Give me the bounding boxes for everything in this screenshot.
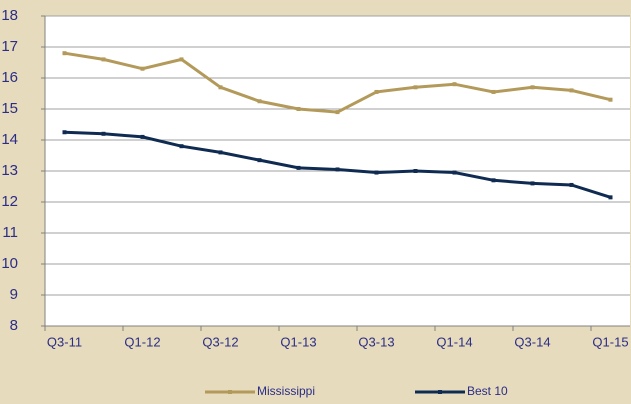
data-point <box>335 167 340 172</box>
data-point <box>530 181 535 186</box>
data-point <box>413 85 418 90</box>
y-tick-label: 16 <box>1 69 18 86</box>
y-tick-label: 14 <box>1 131 18 148</box>
y-tick-label: 15 <box>1 100 18 117</box>
data-point <box>530 85 535 90</box>
x-tick-label: Q3-11 <box>47 334 82 349</box>
data-point <box>491 89 496 94</box>
x-tick-label: Q1-12 <box>124 334 160 349</box>
legend-marker <box>438 390 442 394</box>
y-tick-label: 12 <box>1 193 18 210</box>
x-tick-label: Q3-13 <box>358 334 394 349</box>
data-point <box>101 57 106 62</box>
data-point <box>413 169 418 173</box>
data-point <box>140 134 145 139</box>
data-point <box>218 150 223 155</box>
data-point <box>491 178 496 183</box>
data-point <box>452 170 457 175</box>
y-tick-label: 17 <box>1 38 18 55</box>
legend-label: Best 10 <box>467 384 508 398</box>
data-point <box>140 66 145 71</box>
data-point <box>452 82 457 87</box>
legend-label: Mississippi <box>257 384 315 398</box>
x-tick-label: Q1-13 <box>280 334 316 349</box>
data-point <box>374 170 379 175</box>
y-tick-label: 11 <box>2 224 18 241</box>
data-point <box>296 107 301 111</box>
data-point <box>608 195 613 200</box>
data-point <box>257 158 262 163</box>
data-point <box>101 131 106 136</box>
data-point <box>335 110 340 115</box>
data-point <box>62 51 67 56</box>
data-point <box>608 97 613 102</box>
x-tick-label: Q1-15 <box>592 334 628 349</box>
y-tick-label: 8 <box>10 317 18 334</box>
x-tick-label: Q1-14 <box>436 334 472 349</box>
y-tick-label: 18 <box>1 7 18 24</box>
data-point <box>179 57 184 62</box>
data-point <box>218 85 223 90</box>
data-point <box>62 130 67 135</box>
x-tick-label: Q3-14 <box>514 334 550 349</box>
data-point <box>179 144 184 149</box>
data-point <box>296 165 301 170</box>
data-point <box>257 99 262 104</box>
data-point <box>569 88 574 93</box>
y-tick-label: 13 <box>1 162 18 179</box>
data-point <box>569 182 574 187</box>
legend-marker <box>228 390 232 394</box>
data-point <box>374 89 379 94</box>
y-tick-label: 9 <box>10 286 18 303</box>
x-tick-label: Q3-12 <box>202 334 238 349</box>
y-tick-label: 10 <box>1 255 18 272</box>
